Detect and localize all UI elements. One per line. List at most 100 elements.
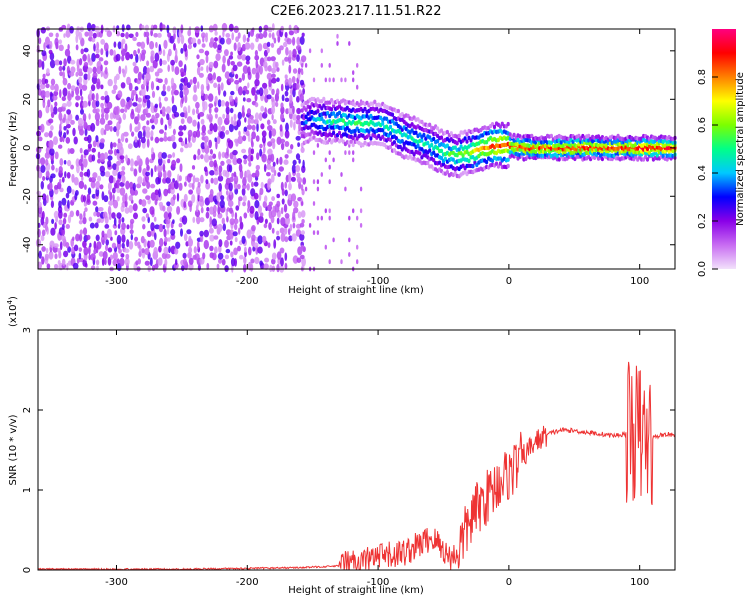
spectrogram-cell <box>63 58 67 67</box>
colorbar-tick-label: 0.0 <box>697 261 708 277</box>
spectrogram-cell <box>277 172 281 177</box>
spectrogram-cell <box>159 237 164 247</box>
spectrogram-cell <box>555 153 559 159</box>
spectrogram-cell <box>67 113 73 121</box>
spectrogram-cell <box>255 59 259 69</box>
spectrogram-cell <box>63 212 68 218</box>
spectrogram-cell <box>162 205 166 212</box>
spectrogram-cell <box>174 248 179 255</box>
spectrogram-cell <box>266 172 271 177</box>
spectrogram-cell <box>300 241 305 247</box>
spectrogram-cell <box>49 91 53 97</box>
spectrogram-cell <box>92 200 98 206</box>
spectrogram-cell <box>225 101 230 108</box>
spectrogram-cell <box>228 139 234 149</box>
spectrogram-cell <box>246 37 250 43</box>
spectrogram-cell <box>140 235 145 244</box>
spectrogram-cell <box>129 53 134 60</box>
spectrogram-cell <box>273 239 277 249</box>
spectrogram-cell <box>93 43 96 52</box>
spectrogram-cell <box>271 128 277 137</box>
spectrogram-cell <box>428 135 432 140</box>
spectrogram-cell <box>498 124 502 129</box>
spectrogram-cell <box>604 143 608 148</box>
spectrogram-cell <box>299 36 305 45</box>
spectrogram-cell <box>125 32 129 39</box>
spectrogram-cell <box>280 112 285 122</box>
spectrogram-cell <box>172 178 176 183</box>
spectrogram-cell <box>96 41 100 50</box>
spectrogram-cell <box>284 74 288 79</box>
spectrogram-cell <box>63 250 69 258</box>
spectrogram-cell <box>84 128 88 137</box>
spectrogram-cell <box>66 109 71 115</box>
spectrogram-cell <box>300 147 305 153</box>
spectrogram-cell <box>320 215 323 221</box>
spectrogram-cell <box>245 55 251 62</box>
spectrogram-cell <box>229 95 233 102</box>
spectrogram-cell <box>136 183 142 189</box>
spectrogram-cell <box>344 150 347 156</box>
spectrogram-cell <box>46 194 49 204</box>
spectrogram-cell <box>271 173 275 183</box>
spectrogram-cell <box>121 217 125 223</box>
spectrogram-cell <box>179 163 183 173</box>
spectrogram-cell <box>172 26 177 34</box>
spectrogram-cell <box>95 53 100 59</box>
spectrogram-cell <box>176 192 180 202</box>
spectrogram-cell <box>224 71 231 79</box>
spectrogram-cell <box>295 119 301 125</box>
spectrogram-cell <box>83 246 89 256</box>
spectrogram-cell <box>145 171 151 177</box>
spectrogram-cell <box>167 32 172 38</box>
colorbar-tick-label: 0.6 <box>697 117 708 133</box>
spectrogram-cell <box>284 97 290 103</box>
spectrogram-cell <box>195 108 199 115</box>
spectrogram-cell <box>301 165 306 174</box>
spectrogram-cell <box>124 248 130 253</box>
spectrogram-cell <box>159 129 164 134</box>
spectrogram-cell <box>121 242 125 249</box>
spectrogram-cell <box>121 24 125 33</box>
spectrogram-cell <box>197 240 200 250</box>
spectrogram-cell <box>69 148 75 154</box>
spectrogram-cell <box>301 63 304 68</box>
spectrogram-cell <box>128 99 133 108</box>
spectrogram-cell <box>42 176 46 181</box>
spectrogram-cell <box>137 138 141 148</box>
spectrogram-cell <box>394 136 398 141</box>
spectrogram-cell <box>231 32 234 41</box>
spectrogram-cell <box>268 78 272 88</box>
spectrogram-cell <box>209 245 214 252</box>
spectrogram-cell <box>250 263 254 272</box>
spectrogram-cell <box>253 192 259 200</box>
spectrogram-cell <box>162 224 166 230</box>
spectrogram-cell <box>328 77 331 83</box>
x-tick-label: -300 <box>105 577 128 588</box>
spectrogram-cell <box>150 130 154 138</box>
spectrogram-cell <box>75 114 79 121</box>
spectrogram-cell <box>86 234 91 241</box>
spectrogram-cell <box>58 112 63 121</box>
spectrogram-cell <box>445 129 449 135</box>
spectrogram-cell <box>70 85 76 92</box>
spectrogram-cell <box>224 170 230 178</box>
spectrogram-cell <box>530 133 534 139</box>
spectrogram-cell <box>205 32 208 38</box>
spectrogram-cell <box>143 79 147 87</box>
spectrogram-cell <box>69 210 75 218</box>
spectrogram-cell <box>212 153 217 159</box>
spectrogram-cell <box>235 205 240 211</box>
spectrogram-cell <box>262 235 267 244</box>
spectrogram-cell <box>221 151 226 158</box>
spectrogram-cell <box>200 118 205 125</box>
spectrogram-cell <box>217 44 222 51</box>
spectrogram-cell <box>218 239 223 248</box>
spectrogram-cell <box>63 126 67 131</box>
spectrogram-cell <box>285 46 289 56</box>
spectrogram-cell <box>205 76 209 87</box>
spectrogram-cell <box>223 90 227 97</box>
spectrogram-cell <box>209 170 215 176</box>
spectrogram-cell <box>271 252 277 260</box>
spectrogram-cell <box>161 24 166 30</box>
